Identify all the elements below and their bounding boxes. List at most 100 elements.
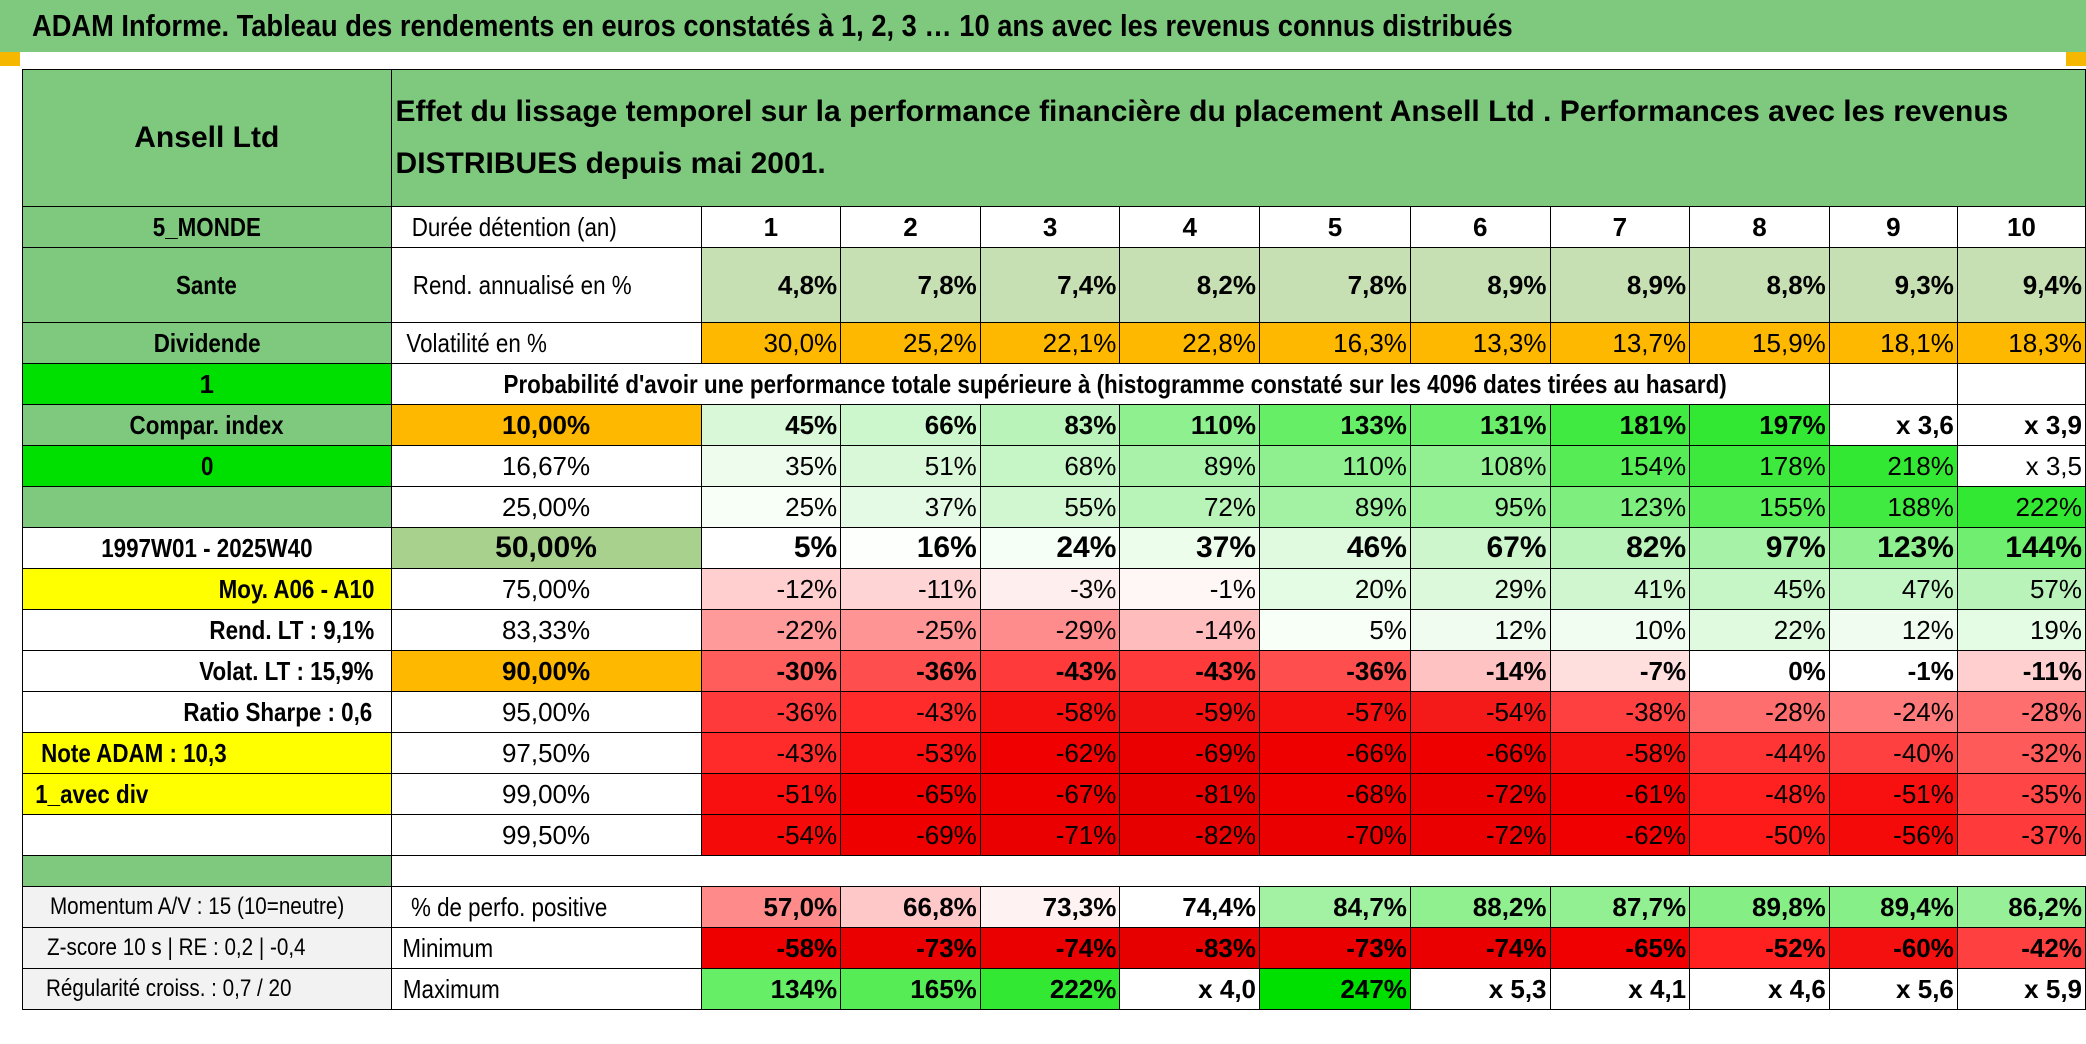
quantile-cell: -36% — [1259, 650, 1411, 692]
quantile-cell: -59% — [1119, 691, 1260, 733]
year-header: 6 — [1409, 206, 1551, 248]
quantile-cell: 66% — [840, 404, 981, 446]
dividend-mode-label: 1_avec div — [22, 773, 392, 815]
quantile-percent: 97,50% — [390, 732, 702, 774]
quantile-cell: 35% — [700, 445, 842, 487]
quantile-percent: 95,00% — [390, 691, 702, 733]
stat-cell: x 4,1 — [1549, 968, 1691, 1010]
return-cell: 7,4% — [979, 247, 1121, 323]
period-label: 1997W01 - 2025W40 — [22, 527, 392, 569]
quantile-cell: -69% — [840, 814, 981, 856]
quantile-cell: -29% — [979, 609, 1121, 651]
volatility-cell: 22,8% — [1119, 322, 1260, 364]
quantile-cell: 67% — [1409, 527, 1551, 569]
year-header: 2 — [840, 206, 981, 248]
volatility-cell: 18,1% — [1828, 322, 1958, 364]
quantile-cell: 5% — [700, 527, 842, 569]
quantile-cell: 45% — [1689, 568, 1830, 610]
quantile-cell: 55% — [979, 486, 1121, 528]
asset-name: Ansell Ltd — [22, 69, 392, 207]
quantile-cell: -82% — [1119, 814, 1260, 856]
quantile-cell: -22% — [700, 609, 842, 651]
table-caption: Effet du lissage temporel sur la perform… — [390, 69, 2086, 207]
title-bar: ADAM Informe. Tableau des rendements en … — [0, 0, 2086, 54]
stat-cell: -42% — [1956, 927, 2086, 969]
year-header: 4 — [1119, 206, 1260, 248]
quantile-cell: -28% — [1956, 691, 2086, 733]
quantile-cell: -1% — [1828, 650, 1958, 692]
quantile-cell: -14% — [1119, 609, 1260, 651]
indicator-label: Z-score 10 s | RE : 0,2 | -0,4 — [22, 927, 392, 969]
quantile-cell: -65% — [840, 773, 981, 815]
empty-left-cell — [22, 814, 392, 856]
quantile-cell: -58% — [1549, 732, 1691, 774]
quantile-cell: 155% — [1689, 486, 1830, 528]
quantile-cell: -36% — [700, 691, 842, 733]
long-term-return-label: Rend. LT : 9,1% — [22, 609, 392, 651]
quantile-cell: -14% — [1409, 650, 1551, 692]
quantile-cell: 10% — [1549, 609, 1691, 651]
quantile-cell: -30% — [700, 650, 842, 692]
stat-cell: -73% — [1259, 927, 1411, 969]
stat-cell: 74,4% — [1119, 886, 1260, 928]
return-cell: 9,4% — [1956, 247, 2086, 323]
quantile-percent: 50,00% — [390, 527, 702, 569]
quantile-cell: 12% — [1828, 609, 1958, 651]
quantile-cell: 41% — [1549, 568, 1691, 610]
quantile-cell: x 3,9 — [1956, 404, 2086, 446]
empty-left-cell — [22, 486, 392, 528]
stat-cell: 89,8% — [1689, 886, 1830, 928]
stat-cell: 89,4% — [1828, 886, 1958, 928]
empty-cell — [1956, 363, 2086, 405]
quantile-cell: -51% — [1828, 773, 1958, 815]
quantile-percent: 25,00% — [390, 486, 702, 528]
quantile-cell: 97% — [1689, 527, 1830, 569]
quantile-cell: -58% — [979, 691, 1121, 733]
quantile-cell: 0% — [1689, 650, 1830, 692]
quantile-cell: x 3,5 — [1956, 445, 2086, 487]
stat-cell: -52% — [1689, 927, 1830, 969]
indicator-label: Régularité croiss. : 0,7 / 20 — [22, 968, 392, 1010]
year-header: 8 — [1689, 206, 1830, 248]
volatility-cell: 13,7% — [1549, 322, 1691, 364]
volatility-cell: 15,9% — [1689, 322, 1830, 364]
stat-label: Minimum — [390, 927, 702, 969]
volatility-label: Volatilité en % — [390, 322, 702, 364]
quantile-cell: -43% — [979, 650, 1121, 692]
quantile-cell: 82% — [1549, 527, 1691, 569]
quantile-cell: 72% — [1119, 486, 1260, 528]
quantile-cell: 144% — [1956, 527, 2086, 569]
stat-cell: 222% — [979, 968, 1121, 1010]
quantile-cell: 108% — [1409, 445, 1551, 487]
quantile-cell: -37% — [1956, 814, 2086, 856]
quantile-cell: -50% — [1689, 814, 1830, 856]
return-cell: 4,8% — [700, 247, 842, 323]
quantile-percent: 10,00% — [390, 404, 702, 446]
performance-table: Ansell Ltd Effet du lissage temporel sur… — [22, 69, 2086, 1010]
flag-zero: 0 — [22, 445, 392, 487]
year-header: 9 — [1828, 206, 1958, 248]
empty-cell — [1828, 363, 1958, 405]
volatility-cell: 22,1% — [979, 322, 1121, 364]
quantile-cell: 123% — [1549, 486, 1691, 528]
stat-cell: 73,3% — [979, 886, 1121, 928]
volatility-cell: 25,2% — [840, 322, 981, 364]
quantile-cell: -43% — [840, 691, 981, 733]
quantile-cell: -36% — [840, 650, 981, 692]
quantile-cell: 46% — [1259, 527, 1411, 569]
stat-cell: -58% — [700, 927, 842, 969]
dividend-label: Dividende — [22, 322, 392, 364]
quantile-cell: 25% — [700, 486, 842, 528]
quantile-cell: 188% — [1828, 486, 1958, 528]
quantile-cell: 37% — [840, 486, 981, 528]
stat-cell: 165% — [840, 968, 981, 1010]
quantile-cell: -11% — [840, 568, 981, 610]
quantile-cell: -56% — [1828, 814, 1958, 856]
quantile-cell: -53% — [840, 732, 981, 774]
stat-cell: -60% — [1828, 927, 1958, 969]
quantile-cell: -32% — [1956, 732, 2086, 774]
return-cell: 8,9% — [1549, 247, 1691, 323]
quantile-cell: 110% — [1119, 404, 1260, 446]
report-title: ADAM Informe. Tableau des rendements en … — [32, 8, 1513, 43]
quantile-cell: 178% — [1689, 445, 1830, 487]
